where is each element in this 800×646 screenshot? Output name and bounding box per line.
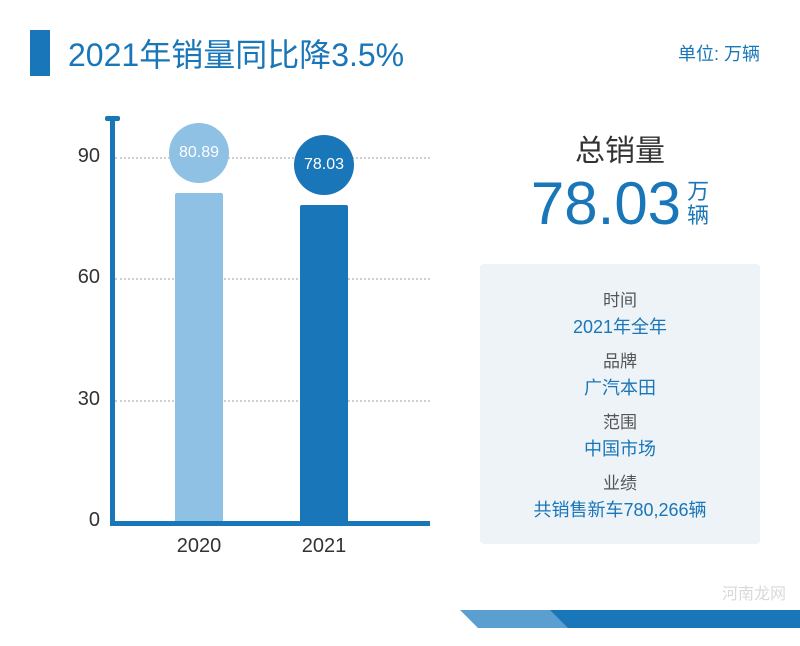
y-axis [110, 116, 115, 526]
y-tick-label: 0 [60, 509, 100, 532]
total-row: 78.03 万 辆 [480, 174, 760, 234]
info-item-label: 业绩 [498, 469, 742, 494]
bar-value-bubble: 80.89 [169, 123, 229, 183]
info-item-value: 共销售新车780,266辆 [498, 496, 742, 522]
total-label: 总销量 [480, 126, 760, 170]
info-item-value: 2021年全年 [498, 313, 742, 339]
total-value: 78.03 [531, 174, 681, 234]
gridline [115, 157, 430, 159]
header-accent-bar [30, 30, 50, 76]
total-unit-2: 辆 [687, 204, 709, 228]
info-item-label: 范围 [498, 408, 742, 433]
bar-value-bubble: 78.03 [294, 135, 354, 195]
total-unit-1: 万 [687, 180, 709, 204]
page-title: 2021年销量同比降3.5% [68, 30, 678, 76]
content: 0 30 60 90 80.89 2020 78.03 2021 总销量 78.03 万 辆 … [0, 86, 800, 586]
info-item-value: 中国市场 [498, 435, 742, 461]
x-axis [110, 521, 430, 526]
info-item-label: 品牌 [498, 347, 742, 372]
gridline [115, 278, 430, 280]
total-unit: 万 辆 [687, 180, 709, 228]
y-tick-label: 60 [60, 266, 100, 289]
x-tick-label: 2020 [169, 535, 229, 558]
bar [300, 205, 348, 521]
bar [175, 193, 223, 521]
info-item-value: 广汽本田 [498, 374, 742, 400]
footer-stripe [440, 610, 800, 628]
bar-chart: 0 30 60 90 80.89 2020 78.03 2021 [40, 106, 460, 586]
gridline [115, 400, 430, 402]
info-box: 时间2021年全年品牌广汽本田范围中国市场业绩共销售新车780,266辆 [480, 264, 760, 544]
watermark: 河南龙网 [722, 580, 786, 604]
y-tick-label: 90 [60, 145, 100, 168]
info-area: 总销量 78.03 万 辆 时间2021年全年品牌广汽本田范围中国市场业绩共销售… [460, 106, 760, 586]
x-tick-label: 2021 [294, 535, 354, 558]
info-item-label: 时间 [498, 286, 742, 311]
unit-label: 单位: 万辆 [678, 40, 760, 66]
header: 2021年销量同比降3.5% 单位: 万辆 [0, 0, 800, 86]
y-tick-label: 30 [60, 388, 100, 411]
